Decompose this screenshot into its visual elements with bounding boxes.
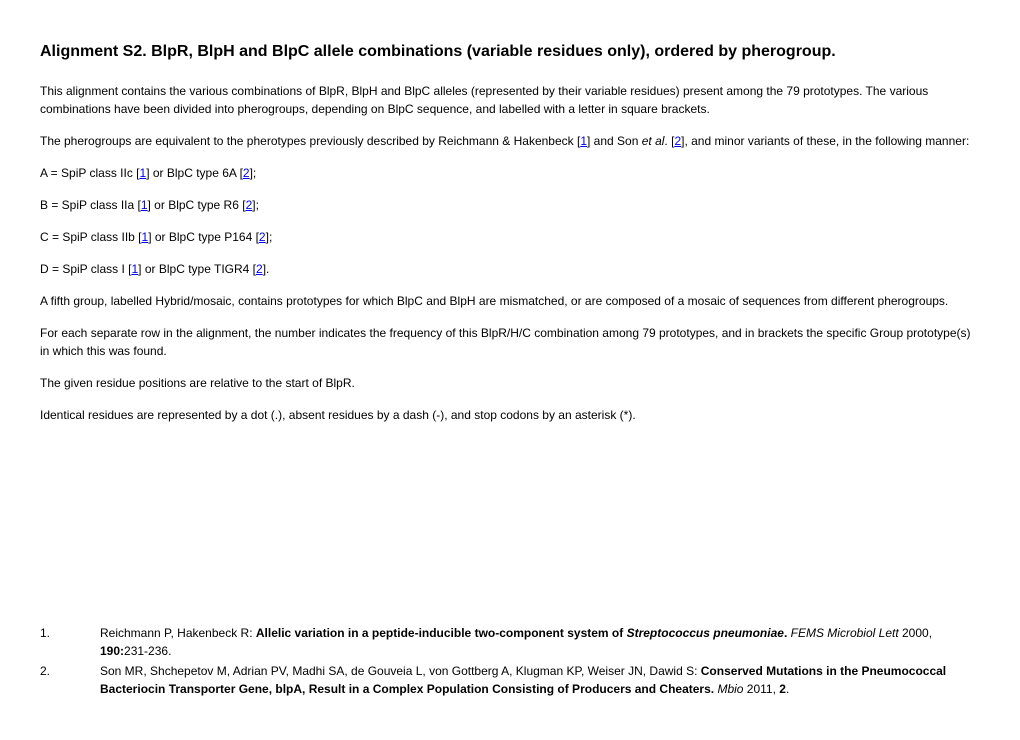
- frequency-paragraph: For each separate row in the alignment, …: [40, 324, 980, 360]
- et-al: et al: [642, 134, 665, 148]
- text: B = SpiP class IIa [: [40, 198, 141, 212]
- references-section: 1. Reichmann P, Hakenbeck R: Allelic var…: [40, 624, 980, 698]
- citation-link-1[interactable]: 1: [141, 198, 148, 212]
- reference-number: 1.: [40, 624, 100, 660]
- pages: 231-236.: [124, 644, 171, 658]
- text: C = SpiP class IIb [: [40, 230, 142, 244]
- citation-link-2[interactable]: 2: [243, 166, 250, 180]
- group-d-line: D = SpiP class I [1] or BlpC type TIGR4 …: [40, 260, 980, 278]
- text: ].: [263, 262, 270, 276]
- year: 2000,: [902, 626, 932, 640]
- text: ];: [266, 230, 273, 244]
- text: ] or BlpC type 6A [: [146, 166, 243, 180]
- reference-body: Son MR, Shchepetov M, Adrian PV, Madhi S…: [100, 662, 980, 698]
- text: ] or BlpC type R6 [: [148, 198, 246, 212]
- intro-paragraph: This alignment contains the various comb…: [40, 82, 980, 118]
- text: A = SpiP class IIc [: [40, 166, 140, 180]
- hybrid-paragraph: A fifth group, labelled Hybrid/mosaic, c…: [40, 292, 980, 310]
- species: Streptococcus pneumoniae: [627, 626, 784, 640]
- reference-body: Reichmann P, Hakenbeck R: Allelic variat…: [100, 624, 980, 660]
- text: ] and Son: [587, 134, 642, 148]
- journal: FEMS Microbiol Lett: [787, 626, 902, 640]
- group-a-line: A = SpiP class IIc [1] or BlpC type 6A […: [40, 164, 980, 182]
- reference-number: 2.: [40, 662, 100, 698]
- text: Allelic variation in a peptide-inducible…: [256, 626, 627, 640]
- text: .: [786, 682, 789, 696]
- positions-paragraph: The given residue positions are relative…: [40, 374, 980, 392]
- legend-paragraph: Identical residues are represented by a …: [40, 406, 980, 424]
- citation-link-1[interactable]: 1: [580, 134, 587, 148]
- text: ];: [252, 198, 259, 212]
- text: ] or BlpC type TIGR4 [: [138, 262, 256, 276]
- text: ] or BlpC type P164 [: [148, 230, 259, 244]
- authors: Reichmann P, Hakenbeck R:: [100, 626, 256, 640]
- year: 2011,: [747, 682, 779, 696]
- authors: Son MR, Shchepetov M, Adrian PV, Madhi S…: [100, 664, 701, 678]
- ref-title: Allelic variation in a peptide-inducible…: [256, 626, 787, 640]
- reference-2: 2. Son MR, Shchepetov M, Adrian PV, Madh…: [40, 662, 980, 698]
- pherogroup-intro: The pherogroups are equivalent to the ph…: [40, 132, 980, 150]
- journal: Mbio: [714, 682, 747, 696]
- text: . [: [664, 134, 674, 148]
- text: The pherogroups are equivalent to the ph…: [40, 134, 580, 148]
- reference-1: 1. Reichmann P, Hakenbeck R: Allelic var…: [40, 624, 980, 660]
- citation-link-2[interactable]: 2: [256, 262, 263, 276]
- page-title: Alignment S2. BlpR, BlpH and BlpC allele…: [40, 40, 980, 64]
- group-b-line: B = SpiP class IIa [1] or BlpC type R6 […: [40, 196, 980, 214]
- volume: 2: [779, 682, 786, 696]
- volume: 190:: [100, 644, 124, 658]
- citation-link-2[interactable]: 2: [259, 230, 266, 244]
- text: ];: [250, 166, 257, 180]
- group-c-line: C = SpiP class IIb [1] or BlpC type P164…: [40, 228, 980, 246]
- text: D = SpiP class I [: [40, 262, 131, 276]
- text: ], and minor variants of these, in the f…: [681, 134, 969, 148]
